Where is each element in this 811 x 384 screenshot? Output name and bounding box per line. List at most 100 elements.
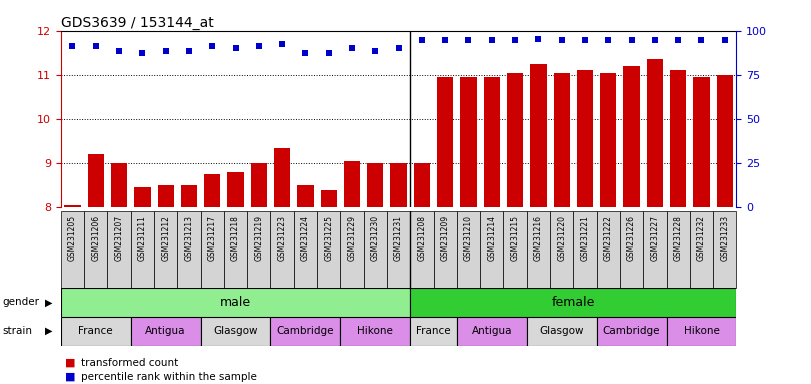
Bar xyxy=(107,211,131,288)
Bar xyxy=(410,211,434,288)
Bar xyxy=(274,148,290,207)
Text: GSM231223: GSM231223 xyxy=(277,215,286,261)
Text: GSM231208: GSM231208 xyxy=(418,215,427,261)
Text: male: male xyxy=(220,296,251,309)
Bar xyxy=(341,317,410,346)
Text: GSM231230: GSM231230 xyxy=(371,215,380,261)
Text: GSM231227: GSM231227 xyxy=(650,215,659,261)
Text: ▶: ▶ xyxy=(45,297,53,308)
Bar xyxy=(713,211,736,288)
Bar xyxy=(320,190,337,207)
Bar xyxy=(88,154,104,207)
Bar xyxy=(624,66,640,207)
Bar xyxy=(690,211,713,288)
Bar xyxy=(457,211,480,288)
Text: GSM231213: GSM231213 xyxy=(184,215,194,261)
Bar xyxy=(157,185,174,207)
Bar xyxy=(271,211,294,288)
Bar xyxy=(577,71,593,207)
Text: GSM231207: GSM231207 xyxy=(114,215,123,261)
Text: ▶: ▶ xyxy=(45,326,53,336)
Bar xyxy=(64,205,80,207)
Bar xyxy=(434,211,457,288)
Bar xyxy=(61,211,84,288)
Bar xyxy=(247,211,271,288)
Text: GSM231216: GSM231216 xyxy=(534,215,543,261)
Bar xyxy=(554,73,570,207)
Bar xyxy=(181,185,197,207)
Text: GSM231233: GSM231233 xyxy=(720,215,729,261)
Text: GSM231205: GSM231205 xyxy=(68,215,77,261)
Text: GSM231218: GSM231218 xyxy=(231,215,240,261)
Bar xyxy=(61,288,410,317)
Text: gender: gender xyxy=(2,297,40,308)
Bar xyxy=(526,317,597,346)
Text: ■: ■ xyxy=(65,358,75,368)
Bar xyxy=(414,163,430,207)
Bar xyxy=(363,211,387,288)
Text: GSM231228: GSM231228 xyxy=(674,215,683,261)
Bar xyxy=(504,211,526,288)
Text: GSM231226: GSM231226 xyxy=(627,215,636,261)
Bar xyxy=(507,73,523,207)
Bar xyxy=(597,211,620,288)
Bar xyxy=(530,64,547,207)
Bar xyxy=(480,211,504,288)
Bar xyxy=(204,174,221,207)
Bar xyxy=(178,211,200,288)
Text: GSM231211: GSM231211 xyxy=(138,215,147,261)
Text: GSM231215: GSM231215 xyxy=(511,215,520,261)
Bar xyxy=(154,211,178,288)
Bar xyxy=(550,211,573,288)
Bar xyxy=(61,317,131,346)
Bar xyxy=(131,211,154,288)
Bar xyxy=(227,172,243,207)
Text: Hikone: Hikone xyxy=(684,326,719,336)
Bar xyxy=(620,211,643,288)
Bar xyxy=(341,211,363,288)
Text: ■: ■ xyxy=(65,372,75,382)
Bar xyxy=(667,211,690,288)
Text: GSM231219: GSM231219 xyxy=(255,215,264,261)
Text: GSM231220: GSM231220 xyxy=(557,215,566,261)
Bar xyxy=(134,187,151,207)
Text: GSM231229: GSM231229 xyxy=(348,215,357,261)
Text: GSM231221: GSM231221 xyxy=(581,215,590,261)
Text: GDS3639 / 153144_at: GDS3639 / 153144_at xyxy=(61,16,213,30)
Bar xyxy=(437,77,453,207)
Text: female: female xyxy=(551,296,595,309)
Bar xyxy=(390,163,407,207)
Bar xyxy=(573,211,597,288)
Bar xyxy=(526,211,550,288)
Bar xyxy=(271,317,341,346)
Text: GSM231210: GSM231210 xyxy=(464,215,473,261)
Text: strain: strain xyxy=(2,326,32,336)
Text: GSM231224: GSM231224 xyxy=(301,215,310,261)
Bar xyxy=(461,77,477,207)
Text: Cambridge: Cambridge xyxy=(277,326,334,336)
Bar xyxy=(367,163,384,207)
Bar xyxy=(410,288,736,317)
Bar xyxy=(131,317,200,346)
Text: GSM231232: GSM231232 xyxy=(697,215,706,261)
Text: GSM231217: GSM231217 xyxy=(208,215,217,261)
Bar xyxy=(111,163,127,207)
Bar xyxy=(667,317,736,346)
Bar xyxy=(224,211,247,288)
Bar xyxy=(200,211,224,288)
Bar xyxy=(646,60,663,207)
Bar xyxy=(670,71,686,207)
Bar xyxy=(457,317,526,346)
Text: GSM231214: GSM231214 xyxy=(487,215,496,261)
Bar xyxy=(387,211,410,288)
Text: GSM231231: GSM231231 xyxy=(394,215,403,261)
Text: Antigua: Antigua xyxy=(471,326,512,336)
Bar xyxy=(251,163,267,207)
Bar xyxy=(643,211,667,288)
Bar xyxy=(317,211,341,288)
Bar xyxy=(597,317,667,346)
Bar xyxy=(410,317,457,346)
Text: GSM231222: GSM231222 xyxy=(603,215,613,261)
Text: Glasgow: Glasgow xyxy=(539,326,584,336)
Text: GSM231212: GSM231212 xyxy=(161,215,170,261)
